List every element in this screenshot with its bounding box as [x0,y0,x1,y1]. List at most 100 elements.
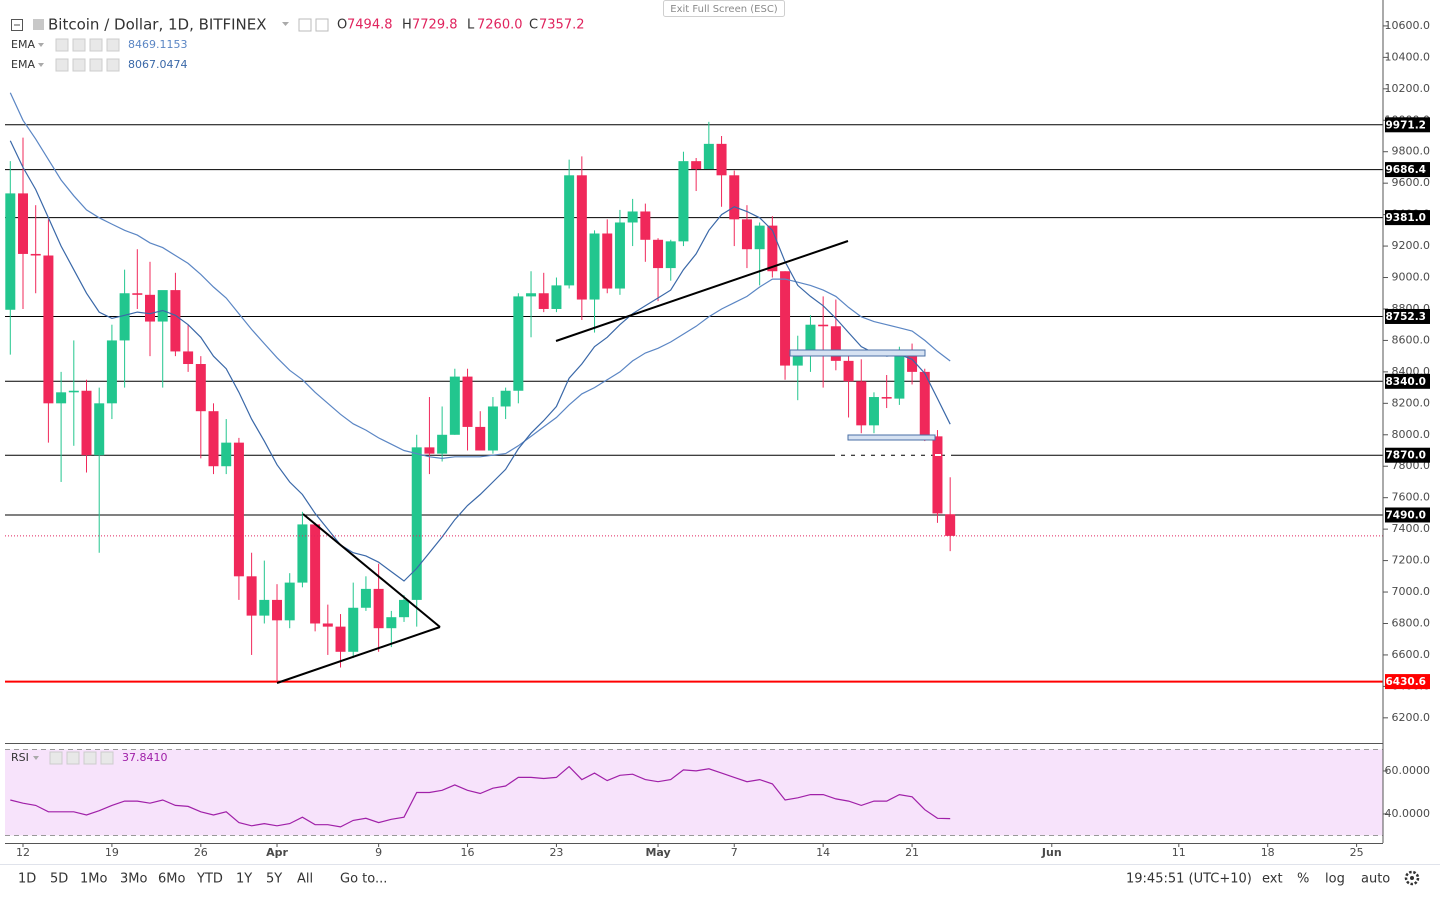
gear-hub[interactable] [1410,876,1414,880]
price-label-box [1385,162,1430,178]
candle-body [132,293,143,295]
ohlc-value: 7357.2 [539,18,585,33]
y-tick-label: 8000.0 [1392,428,1431,441]
gear-teeth[interactable] [1404,870,1420,886]
scale-button[interactable]: auto [1361,872,1390,887]
ohlc-value: 7260.0 [477,18,523,33]
candle-body [81,390,92,456]
settings-icon[interactable] [1404,870,1420,886]
rsi-band [5,749,1383,836]
legend-icon[interactable] [55,58,69,72]
legend-icon[interactable] [72,38,86,52]
range-boxes [789,349,955,456]
legend-icon[interactable] [89,38,103,52]
ohlc-key: C [529,18,538,33]
x-tick-label: 7 [731,846,738,859]
candle-body [780,271,791,366]
candle-body [272,599,283,621]
price-label: 9686.4 [1385,164,1426,176]
candle-body [640,211,651,240]
range-button[interactable]: YTD [196,872,223,887]
legend-icon[interactable] [49,751,63,765]
y-tick-label: 10200.0 [1385,82,1431,95]
candle-body [449,376,460,435]
candle-body [297,524,308,583]
legend-icon[interactable] [106,58,120,72]
symbol-title: Bitcoin / Dollar, 1D, BITFINEX [48,16,267,34]
legend-icon[interactable] [298,18,312,32]
candle-body [360,588,371,608]
range-button[interactable]: 5D [50,872,68,887]
scale-button[interactable]: % [1297,872,1309,887]
candle-body [513,296,524,391]
candle-body [805,324,816,357]
candle-body [145,294,156,322]
dropdown-arrow[interactable] [38,63,44,67]
candle-body [30,253,41,256]
legend-icon[interactable] [106,38,120,52]
legend: O 7494.8 H 7729.8 L 7260.0 C 7357.2 EMA 8469.1153… [11,18,585,765]
range-button[interactable]: 1D [18,872,36,887]
dropdown-arrow[interactable] [282,22,289,26]
candle-body [335,626,346,652]
range-button[interactable]: 6Mo [158,872,185,887]
scale-button[interactable]: ext [1262,872,1283,887]
goto-button[interactable]: Go to... [340,872,387,887]
candle-body [195,364,206,412]
legend-icon[interactable] [315,18,329,32]
x-tick-label: 26 [194,846,208,859]
legend-value: 8067.0474 [128,58,188,71]
price-label-box [1385,674,1430,690]
legend-icon[interactable] [100,751,114,765]
exit-fullscreen-label[interactable]: Exit Full Screen (ESC) [670,4,778,15]
legend-icon[interactable] [72,58,86,72]
triangle-upper [302,513,441,628]
x-tick-label: 21 [905,846,919,859]
legend-value: 37.8410 [122,751,168,764]
range-button[interactable]: 1Y [236,872,252,887]
ema-line [9,92,951,460]
candle-body [945,514,956,536]
legend-icon[interactable] [66,751,80,765]
candle-body [741,219,752,250]
range-button[interactable]: 5Y [266,872,282,887]
y-tick-label: 6800.0 [1392,616,1431,629]
clock[interactable]: 19:45:51 (UTC+10) [1126,872,1252,887]
candle-body [907,353,918,372]
price-label: 8340.0 [1385,376,1426,388]
candle-body [170,290,181,352]
ohlc-key: O [337,18,347,33]
price-label: 8752.3 [1385,311,1426,323]
ohlc-key: H [402,18,412,33]
candle-body [729,175,740,220]
x-tick-label: 12 [16,846,30,859]
candle-body [399,599,410,618]
candle-body [856,381,867,426]
dropdown-arrow[interactable] [38,43,44,47]
candle-body [233,442,244,577]
candle-body [576,175,587,300]
dropdown-arrow[interactable] [33,756,39,760]
x-tick-label: 18 [1261,846,1275,859]
candle-body [94,403,105,456]
x-tick-label: 14 [816,846,830,859]
x-tick-label: 25 [1350,846,1364,859]
price-label-box [1385,210,1430,226]
legend-icon[interactable] [55,38,69,52]
x-tick-label: 9 [375,846,382,859]
candle-body [627,211,638,223]
range-button[interactable]: 3Mo [120,872,147,887]
candle-body [564,175,575,286]
scale-button[interactable]: log [1325,872,1345,887]
legend-icon[interactable] [83,751,97,765]
range-button[interactable]: All [297,872,313,887]
candle-body [475,426,486,451]
candle-body [157,290,168,322]
candle-body [56,392,67,404]
candle-body [602,233,613,289]
candle-body [424,447,435,454]
exit-fullscreen-button[interactable] [663,0,785,17]
range-button[interactable]: 1Mo [80,872,107,887]
legend-icon[interactable] [89,58,103,72]
candle-body [106,340,117,404]
